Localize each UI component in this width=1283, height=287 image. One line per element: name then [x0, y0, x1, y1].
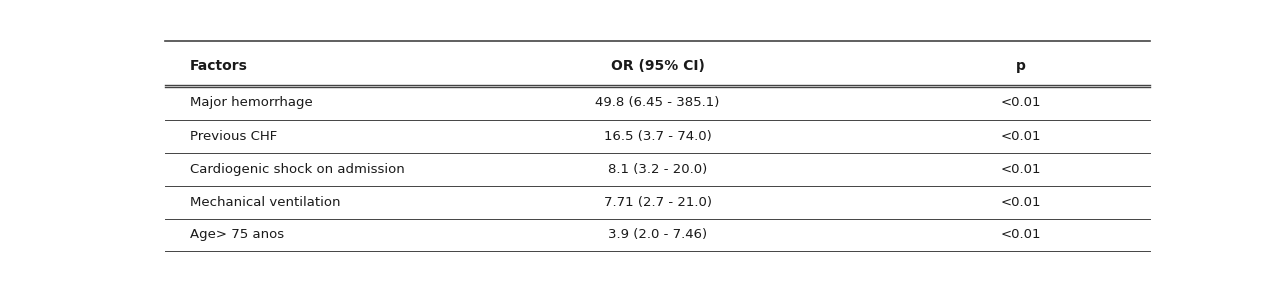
Text: Age> 75 anos: Age> 75 anos	[190, 228, 285, 241]
Text: 8.1 (3.2 - 20.0): 8.1 (3.2 - 20.0)	[608, 163, 707, 176]
Text: 3.9 (2.0 - 7.46): 3.9 (2.0 - 7.46)	[608, 228, 707, 241]
Text: Mechanical ventilation: Mechanical ventilation	[190, 196, 341, 209]
Text: Cardiogenic shock on admission: Cardiogenic shock on admission	[190, 163, 405, 176]
Text: Factors: Factors	[190, 59, 248, 73]
Text: <0.01: <0.01	[1001, 228, 1041, 241]
Text: Major hemorrhage: Major hemorrhage	[190, 96, 313, 109]
Text: OR (95% CI): OR (95% CI)	[611, 59, 704, 73]
Text: <0.01: <0.01	[1001, 96, 1041, 109]
Text: p: p	[1016, 59, 1025, 73]
Text: <0.01: <0.01	[1001, 130, 1041, 143]
Text: Previous CHF: Previous CHF	[190, 130, 277, 143]
Text: 16.5 (3.7 - 74.0): 16.5 (3.7 - 74.0)	[604, 130, 711, 143]
Text: 7.71 (2.7 - 21.0): 7.71 (2.7 - 21.0)	[603, 196, 712, 209]
Text: <0.01: <0.01	[1001, 196, 1041, 209]
Text: <0.01: <0.01	[1001, 163, 1041, 176]
Text: 49.8 (6.45 - 385.1): 49.8 (6.45 - 385.1)	[595, 96, 720, 109]
